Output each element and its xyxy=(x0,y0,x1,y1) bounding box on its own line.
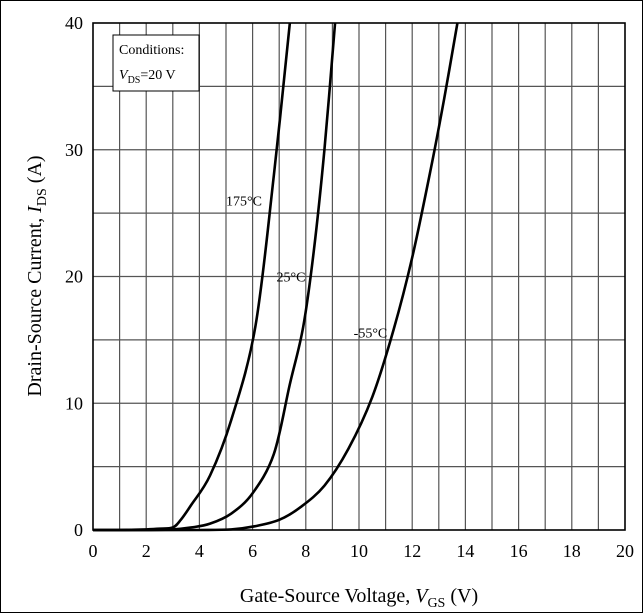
series-label: -55°C xyxy=(354,326,388,341)
conditions-title: Conditions: xyxy=(119,43,184,58)
y-tick-labels: 0 10 20 30 40 xyxy=(65,13,83,540)
series-label: 25°C xyxy=(277,271,306,286)
x-tick-label: 10 xyxy=(350,541,368,561)
x-tick-label: 18 xyxy=(563,541,581,561)
grid xyxy=(93,23,625,530)
curves xyxy=(92,22,459,532)
series-line xyxy=(92,22,459,532)
plot-border xyxy=(92,22,626,531)
x-tick-label: 6 xyxy=(248,541,257,561)
x-tick-label: 4 xyxy=(195,541,204,561)
x-tick-labels: 0 2 4 6 8 10 12 14 16 18 20 xyxy=(89,541,635,561)
x-tick-label: 2 xyxy=(142,541,151,561)
conditions-box: Conditions: VDS=20 V xyxy=(112,34,200,92)
x-tick-label: 12 xyxy=(403,541,421,561)
x-tick-label: 20 xyxy=(616,541,634,561)
y-tick-label: 30 xyxy=(65,140,83,160)
y-tick-label: 10 xyxy=(65,393,83,413)
x-axis-label: Gate-Source Voltage, VGS (V) xyxy=(240,585,478,611)
series-label: 175°C xyxy=(226,195,262,210)
x-tick-label: 0 xyxy=(89,541,98,561)
curve-labels: 175°C 25°C -55°C xyxy=(226,195,387,342)
x-tick-label: 8 xyxy=(301,541,310,561)
y-tick-label: 20 xyxy=(65,267,83,287)
x-tick-label: 14 xyxy=(456,541,474,561)
y-tick-label: 40 xyxy=(65,13,83,33)
conditions-value: VDS=20 V xyxy=(119,68,176,86)
y-axis-label: Drain-Source Current, IDS (A) xyxy=(24,155,50,396)
x-tick-label: 16 xyxy=(510,541,528,561)
y-tick-label: 0 xyxy=(74,520,83,540)
